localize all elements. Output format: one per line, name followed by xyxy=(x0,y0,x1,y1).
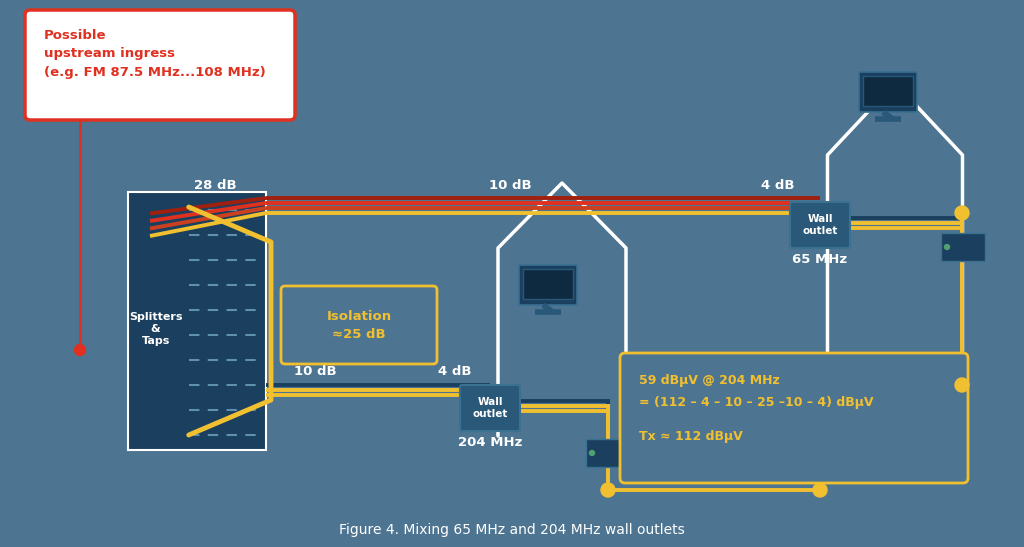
Text: 65 MHz: 65 MHz xyxy=(793,253,848,266)
FancyBboxPatch shape xyxy=(128,192,266,450)
FancyBboxPatch shape xyxy=(460,385,520,431)
FancyBboxPatch shape xyxy=(863,76,913,106)
FancyBboxPatch shape xyxy=(519,265,577,305)
Text: Figure 4. Mixing 65 MHz and 204 MHz wall outlets: Figure 4. Mixing 65 MHz and 204 MHz wall… xyxy=(339,523,685,537)
Text: 10 dB: 10 dB xyxy=(488,179,531,192)
FancyBboxPatch shape xyxy=(523,269,573,299)
Circle shape xyxy=(955,206,969,220)
Circle shape xyxy=(590,451,595,456)
Text: Wall
outlet: Wall outlet xyxy=(472,397,508,419)
Circle shape xyxy=(944,245,949,249)
Text: = (112 – 4 – 10 – 25 –10 – 4) dBμV: = (112 – 4 – 10 – 25 –10 – 4) dBμV xyxy=(639,396,873,409)
Text: Splitters
&
Taps: Splitters & Taps xyxy=(129,312,182,346)
Circle shape xyxy=(75,345,85,356)
FancyBboxPatch shape xyxy=(620,353,968,483)
FancyBboxPatch shape xyxy=(586,439,630,467)
Text: Possible
upstream ingress
(e.g. FM 87.5 MHz...108 MHz): Possible upstream ingress (e.g. FM 87.5 … xyxy=(44,29,266,79)
FancyBboxPatch shape xyxy=(281,286,437,364)
FancyBboxPatch shape xyxy=(25,10,295,120)
Circle shape xyxy=(955,378,969,392)
Text: Wall
outlet: Wall outlet xyxy=(803,214,838,236)
FancyBboxPatch shape xyxy=(790,202,850,248)
Text: 4 dB: 4 dB xyxy=(438,365,472,378)
Text: Isolation
≈25 dB: Isolation ≈25 dB xyxy=(327,310,391,340)
Circle shape xyxy=(601,483,615,497)
Circle shape xyxy=(813,483,827,497)
Text: Tx ≈ 112 dBμV: Tx ≈ 112 dBμV xyxy=(639,430,742,443)
FancyBboxPatch shape xyxy=(941,233,985,261)
Text: 204 MHz: 204 MHz xyxy=(458,436,522,449)
FancyBboxPatch shape xyxy=(859,72,918,112)
Text: 28 dB: 28 dB xyxy=(194,179,237,192)
Text: 4 dB: 4 dB xyxy=(761,179,795,192)
Text: 59 dBμV @ 204 MHz: 59 dBμV @ 204 MHz xyxy=(639,374,779,387)
Text: 10 dB: 10 dB xyxy=(294,365,336,378)
